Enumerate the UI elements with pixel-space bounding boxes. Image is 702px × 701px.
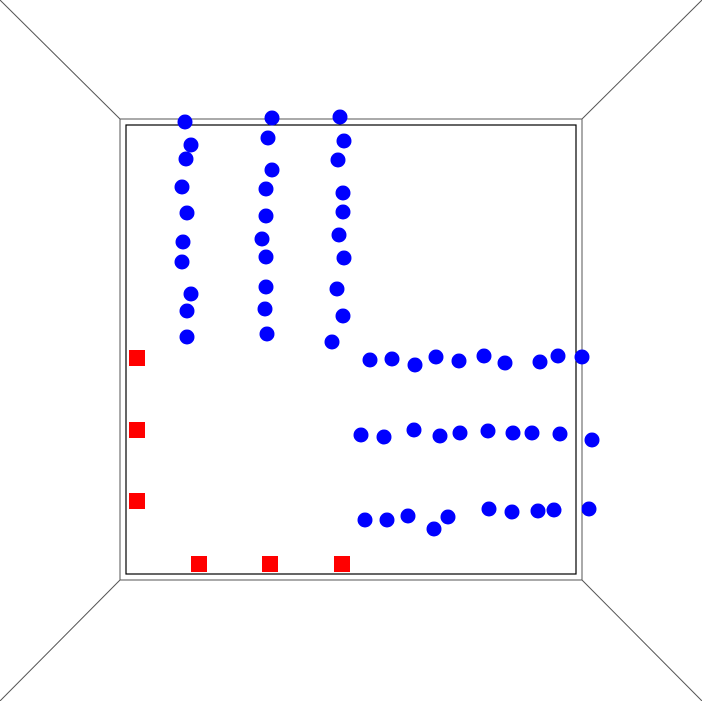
agent-dot [258, 181, 274, 197]
agent-dot [546, 502, 562, 518]
agent-dot [524, 425, 540, 441]
agent-dot [335, 204, 351, 220]
agent-dot [379, 512, 395, 528]
agent-dot [258, 249, 274, 265]
agent-dot [174, 179, 190, 195]
agent-layer [174, 109, 600, 537]
agent-dot [178, 151, 194, 167]
agent-dot [174, 254, 190, 270]
agent-dot [257, 301, 273, 317]
agent-dot [384, 351, 400, 367]
edge-bottom-right [581, 579, 702, 701]
agent-dot [400, 508, 416, 524]
agent-dot [584, 432, 600, 448]
agent-dot [258, 208, 274, 224]
agent-dot [336, 250, 352, 266]
target-square [129, 422, 145, 438]
agent-dot [254, 231, 270, 247]
agent-dot [183, 286, 199, 302]
agent-dot [330, 152, 346, 168]
agent-dot [550, 348, 566, 364]
agent-dot [264, 110, 280, 126]
agent-dot [451, 353, 467, 369]
agent-dot [335, 185, 351, 201]
agent-dot [177, 114, 193, 130]
agent-dot [574, 349, 590, 365]
agent-dot [532, 354, 548, 370]
agent-dot [259, 326, 275, 342]
agent-dot [581, 501, 597, 517]
agent-dot [505, 425, 521, 441]
agent-dot [336, 133, 352, 149]
target-square [129, 350, 145, 366]
agent-dot [357, 512, 373, 528]
agent-dot [407, 357, 423, 373]
target-square [334, 556, 350, 572]
agent-dot [376, 429, 392, 445]
edge-top-right [581, 0, 702, 120]
agent-dot [175, 234, 191, 250]
agent-dot [183, 137, 199, 153]
agent-dot [264, 162, 280, 178]
agent-dot [258, 279, 274, 295]
agent-dot [432, 428, 448, 444]
agent-dot [362, 352, 378, 368]
agent-dot [530, 503, 546, 519]
agent-dot [440, 509, 456, 525]
agent-dot [406, 422, 422, 438]
agent-dot [260, 130, 276, 146]
edge-top-left [0, 0, 121, 120]
agent-dot [331, 227, 347, 243]
frame-inner [125, 124, 577, 575]
agent-dot [335, 308, 351, 324]
agent-dot [428, 349, 444, 365]
agent-dot [480, 423, 496, 439]
agent-dot [179, 205, 195, 221]
agent-dot [481, 501, 497, 517]
agent-dot [504, 504, 520, 520]
target-layer [129, 350, 350, 572]
agent-dot [476, 348, 492, 364]
target-square [191, 556, 207, 572]
agent-dot [426, 521, 442, 537]
target-square [129, 493, 145, 509]
agent-dot [179, 329, 195, 345]
agent-dot [353, 427, 369, 443]
agent-dot [329, 281, 345, 297]
agent-dot [179, 303, 195, 319]
edge-bottom-left [0, 579, 121, 701]
agent-dot [324, 334, 340, 350]
agent-dot [452, 425, 468, 441]
agent-dot [332, 109, 348, 125]
agent-dot [497, 355, 513, 371]
target-square [262, 556, 278, 572]
agent-dot [552, 426, 568, 442]
